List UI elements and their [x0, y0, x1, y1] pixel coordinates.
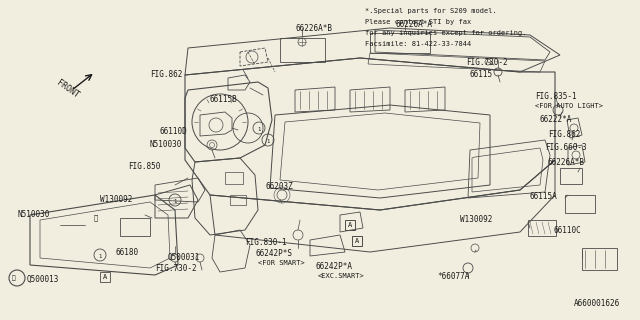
Text: Q500031: Q500031 — [168, 253, 200, 262]
Text: FIG.850: FIG.850 — [128, 162, 161, 171]
Text: 66242P*A: 66242P*A — [315, 262, 352, 271]
Text: FIG.862: FIG.862 — [150, 70, 182, 79]
Text: 66203Z: 66203Z — [265, 182, 292, 191]
Bar — [582, 248, 617, 270]
Text: A660001626: A660001626 — [573, 299, 620, 308]
Text: 66226A*A: 66226A*A — [395, 20, 432, 29]
Text: FIG.730-2: FIG.730-2 — [466, 58, 508, 67]
Bar — [352, 236, 362, 246]
Text: Q500013: Q500013 — [27, 275, 60, 284]
Text: ①: ① — [94, 215, 98, 221]
Text: A: A — [355, 238, 359, 244]
Bar — [100, 272, 110, 282]
Bar — [345, 220, 355, 230]
Text: A: A — [348, 222, 352, 228]
Text: ①: ① — [12, 275, 16, 281]
Text: <FOR SMART>: <FOR SMART> — [258, 260, 305, 266]
Text: N510030: N510030 — [150, 140, 182, 149]
Bar — [560, 168, 582, 184]
Text: 1: 1 — [99, 253, 102, 259]
Bar — [280, 38, 325, 62]
Text: *.Special parts for S209 model.: *.Special parts for S209 model. — [365, 8, 497, 14]
Text: 66222*A: 66222*A — [540, 115, 572, 124]
Text: 66115: 66115 — [470, 70, 493, 79]
Text: N510030: N510030 — [18, 210, 51, 219]
Text: FIG.830-1: FIG.830-1 — [245, 238, 287, 247]
Text: 1: 1 — [173, 198, 177, 204]
Text: W130092: W130092 — [100, 195, 132, 204]
Text: 66226A*B: 66226A*B — [295, 24, 332, 33]
Text: 66110D: 66110D — [160, 127, 188, 136]
Bar — [565, 195, 595, 213]
Text: A: A — [103, 274, 107, 280]
Text: FIG.862: FIG.862 — [548, 130, 580, 139]
Text: <EXC.SMART>: <EXC.SMART> — [318, 273, 365, 279]
Text: W130092: W130092 — [460, 215, 492, 224]
Text: FIG.660-3: FIG.660-3 — [545, 143, 587, 152]
Text: FIG.835-1: FIG.835-1 — [535, 92, 577, 101]
Bar — [225, 172, 243, 184]
Text: Please contact STI by fax: Please contact STI by fax — [365, 19, 471, 25]
Text: 66180: 66180 — [115, 248, 138, 257]
Text: FRONT: FRONT — [55, 78, 81, 100]
Bar — [528, 220, 556, 236]
Text: 66115A: 66115A — [530, 192, 557, 201]
Bar — [230, 195, 246, 205]
Text: Facsimile: 81-422-33-7844: Facsimile: 81-422-33-7844 — [365, 41, 471, 47]
Text: 1: 1 — [266, 139, 269, 143]
Text: 66242P*S: 66242P*S — [255, 249, 292, 258]
Text: 1: 1 — [257, 126, 260, 132]
Text: *66077A: *66077A — [437, 272, 469, 281]
Text: for any inquiries except for ordering.: for any inquiries except for ordering. — [365, 30, 527, 36]
Bar — [370, 33, 430, 53]
Text: FIG.730-2: FIG.730-2 — [155, 264, 196, 273]
Text: 66115B: 66115B — [210, 95, 237, 104]
Text: 66110C: 66110C — [553, 226, 580, 235]
Text: 66226A*B: 66226A*B — [548, 158, 585, 167]
Bar — [120, 218, 150, 236]
Text: <FOR AUTO LIGHT>: <FOR AUTO LIGHT> — [535, 103, 603, 109]
